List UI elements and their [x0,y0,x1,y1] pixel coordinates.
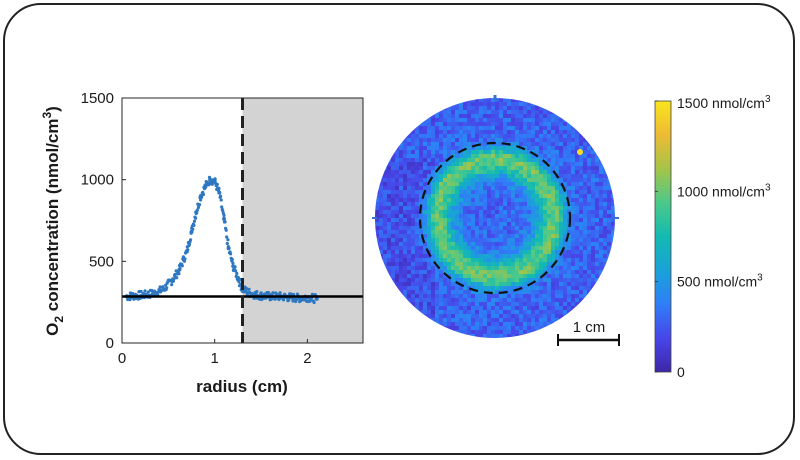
data-point-fill [197,203,202,207]
data-point-fill [139,289,143,294]
colorbar-tick-label: 0 [677,364,685,380]
y-axis-ticks: 0 500 1000 1500 [81,90,126,352]
data-point [203,184,208,189]
x-tick-label: 0 [118,350,126,367]
data-point-fill [229,252,233,256]
data-point-fill [194,216,198,220]
data-point-fill [220,205,224,209]
data-point-fill [183,257,187,261]
data-point-fill [217,186,221,191]
data-point-fill [158,285,162,289]
shaded-region [242,98,363,343]
data-point-fill [189,238,193,242]
data-point [171,277,175,282]
data-point [249,292,254,296]
y-axis-label: O2 concentration (nmol/cm3) [40,106,66,336]
data-point [226,246,231,251]
heatmap-cells [375,98,615,338]
data-point-fill [192,219,197,223]
x-axis-label: radius (cm) [196,377,288,396]
y-axis-label-main: O [43,323,62,336]
data-point [235,275,240,280]
data-point-fill [224,228,228,232]
data-point-fill [247,287,251,291]
data-point-fill [219,194,223,198]
data-point [152,291,157,296]
data-point [194,210,199,215]
data-point-fill [230,257,234,262]
data-point-fill [255,290,259,294]
data-point-fill [235,271,239,276]
data-point-fill [219,198,223,202]
data-point-fill [237,280,241,284]
bright-spot [577,149,583,155]
data-point [314,296,319,301]
x-tick-label: 2 [303,350,311,367]
data-point-fill [278,291,282,295]
data-point-fill [180,264,184,268]
y-tick-label: 1000 [81,172,114,189]
data-point [198,194,203,198]
data-point-fill [234,269,238,273]
data-point-fill [187,242,192,246]
data-point-fill [177,272,181,276]
data-point-fill [225,241,229,246]
data-point-fill [226,238,230,242]
data-point-fill [170,283,174,287]
colorbar-tick-label: 500 nmol/cm3 [677,273,763,290]
colorbar-ticks: 0 500 nmol/cm3 1000 nmol/cm3 1500 nmol/cm3 [655,94,771,380]
oxygen-heatmap [372,95,619,338]
data-point-fill [146,290,150,294]
y-tick-label: 500 [89,253,114,270]
y-axis-label-end: ) [43,106,62,112]
y-tick-label: 1500 [81,90,114,107]
colorbar-tick-label: 1500 nmol/cm3 [677,94,771,111]
y-axis-label-sup: 3 [40,112,54,119]
scale-bar: 1 cm [557,319,620,346]
data-point-fill [143,289,147,293]
data-point-fill [273,297,277,301]
plot-frame [121,97,364,344]
data-point [217,190,222,195]
data-point-fill [259,291,263,295]
colorbar-gradient [654,100,672,373]
colorbar-tick-label: 1000 nmol/cm3 [677,182,771,199]
colorbar: 0 500 nmol/cm3 1000 nmol/cm3 1500 nmol/cm3 [654,94,771,380]
scale-bar-label: 1 cm [573,319,606,336]
data-point-fill [215,182,219,186]
data-point [231,264,236,269]
data-point [189,229,194,234]
data-point-fill [223,220,227,224]
data-point [184,249,189,254]
data-point-fill [221,209,225,213]
data-point-fill [128,298,132,302]
data-point-fill [165,286,169,290]
y-axis-label-mid: concentration (nmol/cm [43,119,62,316]
data-point [212,179,217,184]
data-point-fill [225,235,229,239]
dashed-ring [418,141,572,295]
data-point-fill [222,213,226,218]
data-point-fill [192,223,196,227]
data-point [161,287,166,292]
data-point-fill [231,261,235,265]
data-point-fill [175,276,179,280]
data-point [208,177,213,182]
data-point-fill [182,259,187,263]
x-tick-label: 1 [211,350,219,367]
data-point [177,267,182,272]
data-point-fill [199,198,203,202]
y-axis-label-sub: 2 [52,316,66,323]
x-axis-ticks: 0 1 2 [118,339,312,367]
y-tick-label: 0 [106,335,114,352]
data-point-fill [210,182,214,186]
data-point-fill [271,291,275,295]
data-point-fill [312,300,316,305]
data-point [222,216,226,221]
